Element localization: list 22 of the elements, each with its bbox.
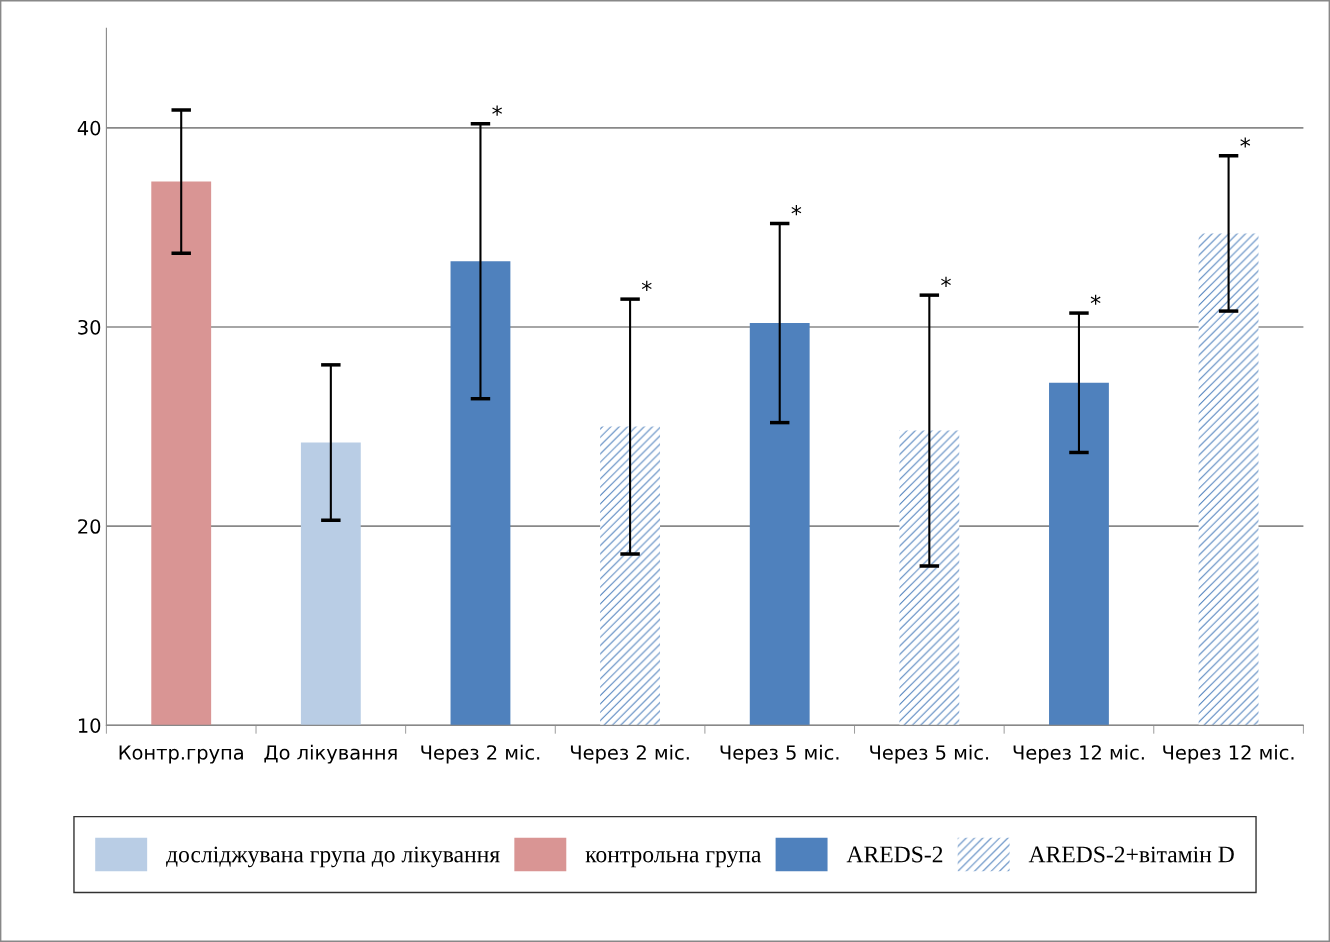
annotation: *	[791, 205, 802, 216]
x-tick-label: Через 12 міс.	[1163, 744, 1294, 764]
legend-label: контрольна група	[585, 851, 762, 868]
x-tick-label: Через 2 міс.	[570, 744, 689, 764]
y-tick-label: 30	[78, 319, 101, 335]
legend-label: досліджувана група до лікування	[166, 846, 500, 868]
x-tick-label: Через 12 міс.	[1013, 744, 1144, 764]
x-tick-label: Через 5 міс.	[720, 744, 839, 764]
x-tick-label: Через 2 міс.	[421, 744, 540, 764]
annotation: *	[641, 280, 652, 291]
legend-label: AREDS-2	[846, 846, 943, 863]
x-tick-label: Контр.група	[119, 745, 243, 764]
annotation: *	[492, 105, 503, 116]
x-tick-label: До лікування	[264, 744, 397, 764]
y-tick-label: 20	[78, 519, 101, 534]
annotation: *	[1090, 294, 1101, 305]
y-tick-label: 40	[77, 120, 101, 136]
x-tick-label: Через 5 міс.	[870, 744, 989, 764]
y-tick-label: 10	[78, 718, 101, 733]
legend-label: AREDS-2+вітамін D	[1028, 846, 1234, 863]
annotation: *	[1240, 137, 1251, 148]
annotation: *	[941, 276, 951, 287]
